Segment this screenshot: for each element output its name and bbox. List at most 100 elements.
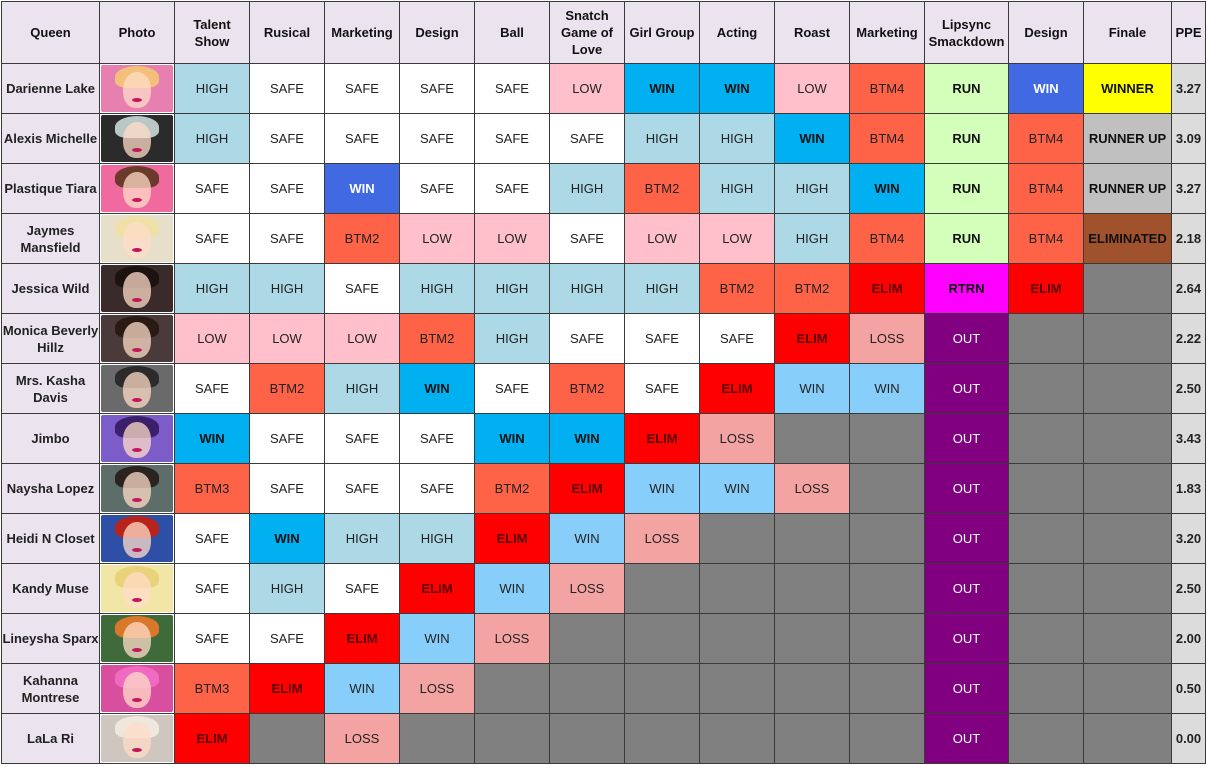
photo-face [123, 672, 151, 708]
result-lipsync: OUT [924, 663, 1009, 714]
column-header-marketing1: Marketing [324, 1, 400, 64]
result-design1 [399, 713, 475, 764]
photo-face [123, 122, 151, 158]
result-acting: WIN [699, 463, 775, 514]
column-header-roast: Roast [774, 1, 850, 64]
result-lipsync: OUT [924, 463, 1009, 514]
photo-lips [132, 448, 142, 452]
photo-lips [132, 498, 142, 502]
result-design2: BTM4 [1008, 213, 1084, 264]
result-design1: LOW [399, 213, 475, 264]
result-rusical: WIN [249, 513, 325, 564]
result-finale [1083, 663, 1172, 714]
photo-face [123, 572, 151, 608]
result-roast: LOW [774, 63, 850, 114]
result-acting: WIN [699, 63, 775, 114]
result-rusical: SAFE [249, 463, 325, 514]
queen-photo-cell [99, 313, 175, 364]
queen-photo-cell [99, 463, 175, 514]
table-row: Lineysha Sparx SAFE SAFE ELIM WIN LOSS OUT 2.00 [1, 613, 1206, 664]
result-design2 [1008, 613, 1084, 664]
result-girlgroup [624, 613, 700, 664]
result-marketing1: HIGH [324, 513, 400, 564]
result-ball: WIN [474, 563, 550, 614]
result-marketing2: WIN [849, 363, 925, 414]
table-row: Mrs. Kasha Davis SAFE BTM2 HIGH WIN SAFE BTM2 S… [1, 363, 1206, 414]
queen-photo [101, 315, 173, 362]
result-lipsync: RUN [924, 113, 1009, 164]
result-rusical: SAFE [249, 163, 325, 214]
photo-face [123, 622, 151, 658]
result-rusical: SAFE [249, 413, 325, 464]
result-ball: LOW [474, 213, 550, 264]
result-design2 [1008, 563, 1084, 614]
result-roast [774, 513, 850, 564]
result-design1: WIN [399, 613, 475, 664]
result-snatch: LOSS [549, 563, 625, 614]
queen-name: LaLa Ri [1, 713, 100, 764]
result-marketing2 [849, 663, 925, 714]
result-girlgroup: LOW [624, 213, 700, 264]
result-acting [699, 713, 775, 764]
result-roast: ELIM [774, 313, 850, 364]
queen-photo [101, 565, 173, 612]
result-design2 [1008, 513, 1084, 564]
result-acting: HIGH [699, 163, 775, 214]
result-marketing1: BTM2 [324, 213, 400, 264]
photo-face [123, 422, 151, 458]
queen-photo [101, 365, 173, 412]
result-talent: BTM3 [174, 463, 250, 514]
result-girlgroup: LOSS [624, 513, 700, 564]
result-marketing1: SAFE [324, 413, 400, 464]
photo-lips [132, 748, 142, 752]
queen-photo [101, 65, 173, 112]
result-marketing2: ELIM [849, 263, 925, 314]
result-marketing1: WIN [324, 163, 400, 214]
column-header-snatch: Snatch Game of Love [549, 1, 625, 64]
result-acting [699, 613, 775, 664]
result-lipsync: RTRN [924, 263, 1009, 314]
result-girlgroup: SAFE [624, 313, 700, 364]
table-row: Heidi N Closet SAFE WIN HIGH HIGH ELIM WIN LOSS… [1, 513, 1206, 564]
queen-photo [101, 115, 173, 162]
result-rusical: SAFE [249, 613, 325, 664]
result-girlgroup [624, 713, 700, 764]
result-finale [1083, 413, 1172, 464]
result-rusical: BTM2 [249, 363, 325, 414]
result-rusical: SAFE [249, 63, 325, 114]
result-finale [1083, 613, 1172, 664]
queen-photo-cell [99, 713, 175, 764]
result-talent: ELIM [174, 713, 250, 764]
result-finale [1083, 463, 1172, 514]
result-talent: HIGH [174, 63, 250, 114]
result-rusical: ELIM [249, 663, 325, 714]
result-marketing2: WIN [849, 163, 925, 214]
column-header-girlgroup: Girl Group [624, 1, 700, 64]
queen-name: Monica Beverly Hillz [1, 313, 100, 364]
ppe-value: 3.43 [1171, 413, 1206, 464]
result-finale [1083, 713, 1172, 764]
result-snatch [549, 663, 625, 714]
result-snatch: SAFE [549, 113, 625, 164]
ppe-value: 2.18 [1171, 213, 1206, 264]
result-design1: ELIM [399, 563, 475, 614]
result-talent: HIGH [174, 113, 250, 164]
result-design2 [1008, 413, 1084, 464]
result-finale: RUNNER UP [1083, 163, 1172, 214]
result-roast: HIGH [774, 163, 850, 214]
result-rusical [249, 713, 325, 764]
result-marketing2: BTM4 [849, 63, 925, 114]
result-girlgroup: BTM2 [624, 163, 700, 214]
ppe-value: 2.22 [1171, 313, 1206, 364]
result-acting [699, 663, 775, 714]
queen-name: Heidi N Closet [1, 513, 100, 564]
result-roast [774, 613, 850, 664]
result-ball: SAFE [474, 63, 550, 114]
photo-face [123, 372, 151, 408]
result-talent: WIN [174, 413, 250, 464]
table-row: Jessica Wild HIGH HIGH SAFE HIGH HIGH HIGH HIGH… [1, 263, 1206, 314]
photo-face [123, 72, 151, 108]
result-talent: LOW [174, 313, 250, 364]
queen-name: Lineysha Sparx [1, 613, 100, 664]
